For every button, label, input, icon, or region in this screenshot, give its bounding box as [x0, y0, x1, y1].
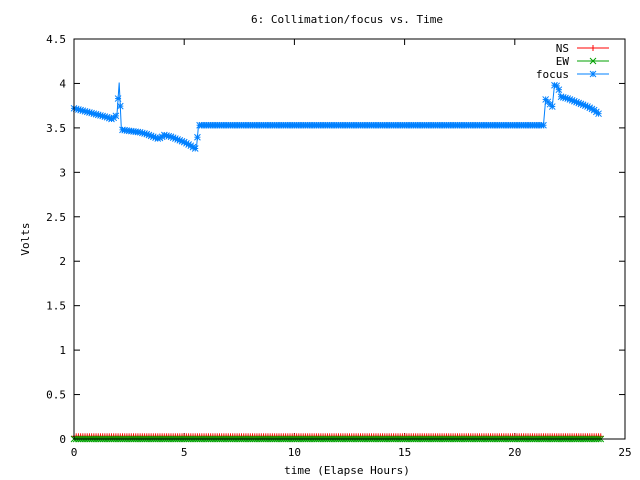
marker-stroke — [185, 141, 192, 148]
marker-stroke — [589, 57, 597, 65]
marker-stroke — [187, 142, 195, 150]
x-tick-label: 10 — [288, 446, 301, 459]
y-tick-label: 1.5 — [46, 300, 66, 313]
marker-stroke — [180, 138, 188, 146]
marker-stroke — [588, 105, 596, 113]
chart-title: 6: Collimation/focus vs. Time — [251, 13, 443, 26]
x-tick-label: 25 — [618, 446, 631, 459]
marker-stroke — [584, 103, 591, 110]
marker-stroke — [116, 102, 124, 110]
y-axis-label: Volts — [19, 222, 32, 255]
plot-frame — [73, 38, 626, 440]
legend-label-ew: EW — [556, 55, 570, 68]
data-point-focus — [114, 95, 122, 102]
data-point-focus — [555, 86, 563, 94]
data-point-focus — [595, 110, 602, 118]
series-focus — [70, 81, 602, 152]
y-tick-label: 2.5 — [46, 211, 66, 224]
legend-marker-focus — [589, 70, 597, 78]
data-point-focus — [116, 102, 124, 110]
x-axis-label: time (Elapse Hours) — [284, 464, 410, 477]
marker-stroke — [589, 70, 597, 78]
marker-stroke — [555, 86, 563, 94]
y-tick-label: 0 — [59, 433, 66, 446]
x-tick-label: 0 — [71, 446, 78, 459]
data-point-focus — [191, 145, 199, 152]
data-point-focus — [194, 133, 201, 141]
marker-stroke — [586, 104, 594, 112]
legend-label-focus: focus — [536, 68, 569, 81]
legend-marker-ns — [590, 45, 596, 51]
marker-stroke — [595, 110, 602, 118]
y-tick-label: 3.5 — [46, 122, 66, 135]
y-tick-label: 1 — [59, 344, 66, 357]
x-tick-label: 20 — [508, 446, 521, 459]
marker-stroke — [540, 121, 547, 129]
marker-stroke — [189, 143, 197, 151]
marker-stroke — [548, 103, 556, 110]
y-tick-label: 2 — [59, 255, 66, 268]
y-tick-label: 4 — [59, 77, 66, 90]
x-tick-label: 5 — [181, 446, 188, 459]
marker-stroke — [112, 112, 120, 120]
marker-stroke — [191, 145, 199, 152]
y-tick-label: 0.5 — [46, 389, 66, 402]
marker-stroke — [194, 133, 201, 141]
y-tick-label: 3 — [59, 166, 66, 179]
data-point-focus — [112, 112, 120, 120]
marker-stroke — [553, 82, 561, 90]
data-point-focus — [540, 121, 547, 129]
marker-stroke — [114, 95, 122, 102]
plot-series — [70, 81, 605, 443]
legend-label-ns: NS — [556, 42, 569, 55]
marker-stroke — [183, 139, 190, 147]
legend-marker-ew — [589, 57, 597, 65]
x-tick-label: 15 — [398, 446, 411, 459]
data-point-focus — [548, 103, 556, 110]
y-tick-label: 4.5 — [46, 33, 66, 46]
